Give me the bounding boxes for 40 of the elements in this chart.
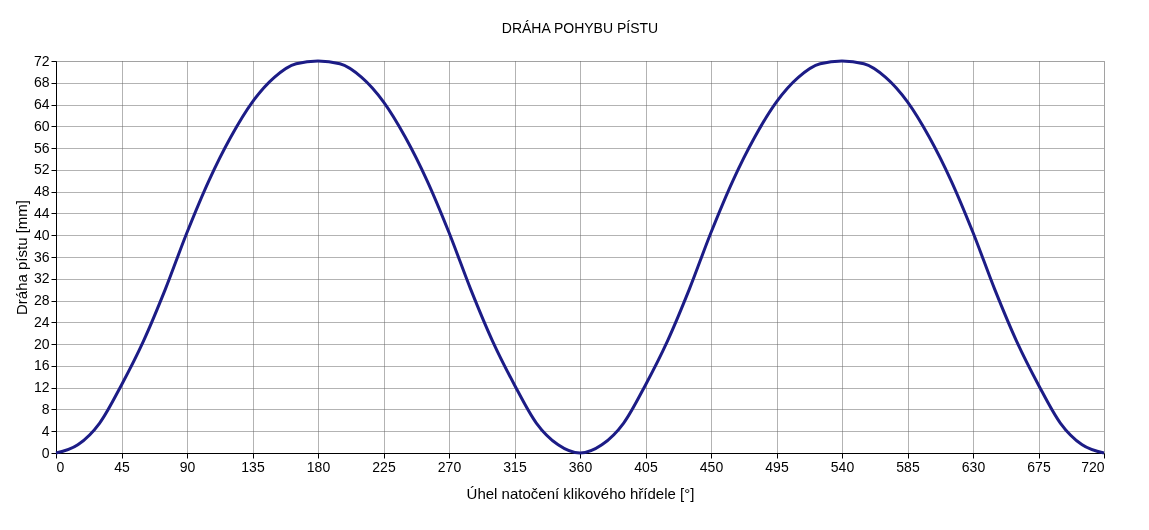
x-tick-label: 180 [306,458,331,475]
y-tick-label: 32 [33,270,50,287]
x-tick-label: 225 [372,458,396,475]
x-tick-label: 630 [961,458,986,475]
y-tick-label: 60 [33,117,50,134]
y-tick-label: 48 [33,183,50,200]
chart-title: DRÁHA POHYBU PÍSTU [501,20,659,36]
x-tick-label: 675 [1027,458,1051,475]
x-tick-label: 135 [241,458,265,475]
x-tick-label: 495 [765,458,789,475]
y-tick-label: 12 [33,379,50,396]
y-tick-label: 64 [33,96,50,113]
x-tick-label: 45 [114,458,130,475]
x-tick-label: 450 [699,458,724,475]
y-tick-label: 56 [33,139,50,156]
x-tick-label: 585 [896,458,920,475]
y-tick-label: 8 [41,400,50,417]
y-tick-label: 20 [33,335,50,352]
y-tick-label: 72 [33,52,50,69]
y-tick-label: 16 [33,357,50,374]
x-tick-label: 270 [437,458,462,475]
x-tick-label: 315 [503,458,527,475]
line-series [54,59,1106,455]
y-tick-label: 52 [33,161,50,178]
y-tick-label: 0 [41,444,50,461]
y-axis-title: Dráha pístu [mm] [12,199,30,316]
y-tick-label: 4 [41,422,50,439]
x-tick-label: 0 [56,458,65,475]
y-tick-label: 24 [33,313,50,330]
x-tick-label: 360 [568,458,593,475]
y-tick-label: 28 [33,292,50,309]
x-tick-label: 540 [830,458,855,475]
y-tick-label: 68 [33,74,50,91]
y-tick-label: 36 [33,248,50,265]
x-tick-label: 90 [179,458,196,475]
y-tick-label: 40 [33,226,50,243]
x-tick-label: 405 [634,458,658,475]
x-axis-title: Úhel natočení klikového hřídele [°] [466,484,695,502]
y-tick-label: 44 [33,204,50,221]
x-tick-label: 720 [1081,458,1105,475]
